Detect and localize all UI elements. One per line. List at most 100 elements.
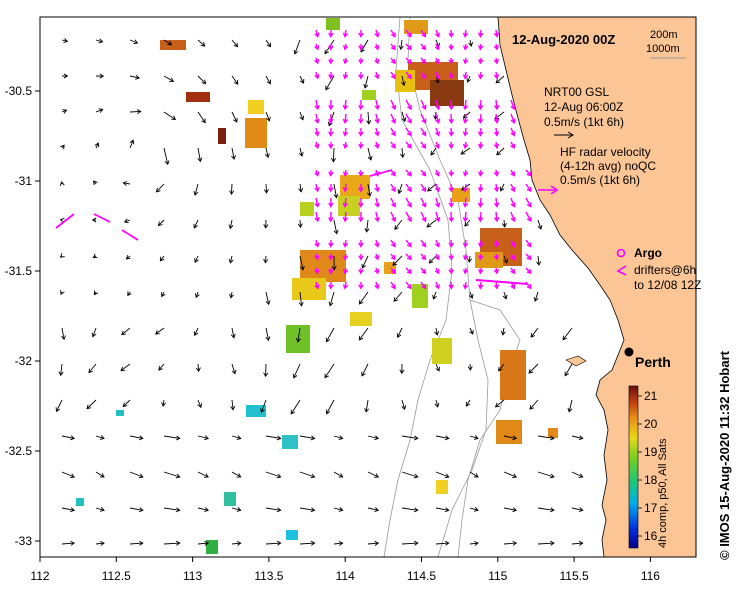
- model-arrow: [260, 399, 267, 414]
- contour-shelf-break: [457, 299, 521, 558]
- radar-arrow: [477, 113, 484, 125]
- model-arrow: [120, 363, 131, 372]
- radar-arrow: [342, 211, 349, 223]
- sst-patch: [76, 498, 84, 506]
- model-arrow: [230, 399, 236, 411]
- model-arrow: [231, 540, 242, 546]
- model-arrow: [333, 540, 344, 546]
- model-arrow: [59, 217, 65, 223]
- colorbar-tick-label: 19: [644, 445, 658, 459]
- radar-arrow: [390, 127, 396, 137]
- colorbar-tick-label: 20: [644, 417, 658, 431]
- model-arrow: [265, 75, 271, 85]
- model-arrow: [195, 363, 201, 373]
- radar-arrow: [390, 43, 396, 51]
- model-arrow: [163, 471, 181, 479]
- model-arrow: [469, 540, 479, 546]
- drifter-tracks: [55, 169, 529, 285]
- model-arrow: [299, 75, 305, 84]
- radar-arrow: [525, 169, 532, 177]
- model-arrow: [94, 142, 100, 149]
- radar-arrow: [374, 113, 380, 125]
- radar-arrow: [328, 197, 334, 208]
- model-arrow: [290, 399, 301, 415]
- radar-arrow: [390, 253, 396, 261]
- model-arrow: [197, 399, 202, 409]
- radar-arrow: [405, 197, 412, 208]
- model-arrow: [435, 507, 450, 513]
- radar-arrow: [405, 183, 412, 193]
- model-arrow: [325, 75, 335, 91]
- sst-patch: [300, 250, 346, 282]
- radar-arrow: [420, 211, 427, 223]
- model-arrow: [562, 327, 573, 341]
- model-arrow: [197, 471, 209, 478]
- radar-arrow: [525, 239, 532, 248]
- x-tick-label: 113.5: [254, 569, 283, 583]
- model-arrow: [61, 109, 68, 114]
- model-arrow: [298, 147, 304, 157]
- colorbar-tick-label: 16: [644, 529, 658, 543]
- radar-arrow: [342, 281, 349, 290]
- model-arrow: [163, 540, 181, 546]
- radar-arrow: [448, 29, 454, 38]
- radar-arrow: [493, 43, 500, 51]
- radar-arrow: [462, 71, 469, 80]
- x-tick-label: 115.5: [560, 569, 589, 583]
- model-arrow: [197, 435, 210, 441]
- radar-arrow: [358, 99, 364, 111]
- model-arrow: [161, 399, 167, 407]
- model-arrow: [500, 327, 506, 336]
- radar-arrow: [358, 267, 364, 275]
- radar-arrow: [434, 267, 440, 275]
- radar-arrow: [493, 141, 500, 150]
- radar-arrow: [314, 127, 320, 137]
- drifter-track: [55, 213, 75, 229]
- model-arrow: [95, 471, 105, 478]
- model-arrow: [293, 39, 301, 55]
- radar-arrow: [314, 253, 320, 261]
- radar-arrow: [525, 267, 532, 275]
- radar-arrow: [314, 57, 320, 65]
- radar-arrow: [448, 281, 454, 290]
- sst-patch: [248, 100, 264, 114]
- radar-arrow: [328, 169, 334, 177]
- model-arrow: [571, 507, 584, 513]
- drifter-track: [369, 169, 393, 177]
- model-arrow: [435, 540, 450, 546]
- radar-arrow: [405, 29, 412, 38]
- model-arrow: [465, 399, 471, 407]
- x-tick-label: 115: [488, 569, 507, 583]
- model-arrow: [95, 108, 104, 113]
- model-arrow: [464, 219, 471, 227]
- model-arrow: [494, 399, 505, 408]
- radar-arrow: [510, 113, 516, 124]
- model-arrow: [299, 507, 316, 513]
- radar-arrow: [462, 183, 469, 193]
- radar-arrow: [342, 43, 349, 51]
- model-arrow: [398, 39, 404, 51]
- model-arrow: [401, 435, 419, 441]
- radar-arrow: [493, 71, 500, 80]
- radar-arrow: [390, 281, 396, 290]
- model-arrow: [363, 75, 369, 89]
- model-arrow: [536, 255, 542, 266]
- model-arrow: [430, 147, 437, 156]
- radar-arrow: [420, 169, 427, 177]
- contour-legend-200m: 200m: [650, 29, 678, 41]
- y-axis: -30.5 -31 -31.5 -32 -32.5 -33: [5, 84, 40, 548]
- radar-arrow: [342, 239, 349, 248]
- radar-legend-line3: 0.5m/s (1kt 6h): [560, 173, 640, 187]
- radar-arrow: [448, 197, 454, 208]
- model-arrow: [61, 327, 66, 341]
- radar-arrow: [420, 71, 427, 80]
- radar-arrow: [510, 99, 516, 111]
- radar-arrow: [405, 113, 412, 124]
- radar-legend-arrow-head-icon: [550, 185, 559, 195]
- radar-current-arrows: [314, 29, 532, 290]
- model-arrow: [432, 291, 437, 300]
- model-arrow: [163, 39, 173, 46]
- radar-arrow: [420, 99, 427, 111]
- model-arrow: [129, 540, 144, 546]
- radar-arrow: [420, 267, 427, 275]
